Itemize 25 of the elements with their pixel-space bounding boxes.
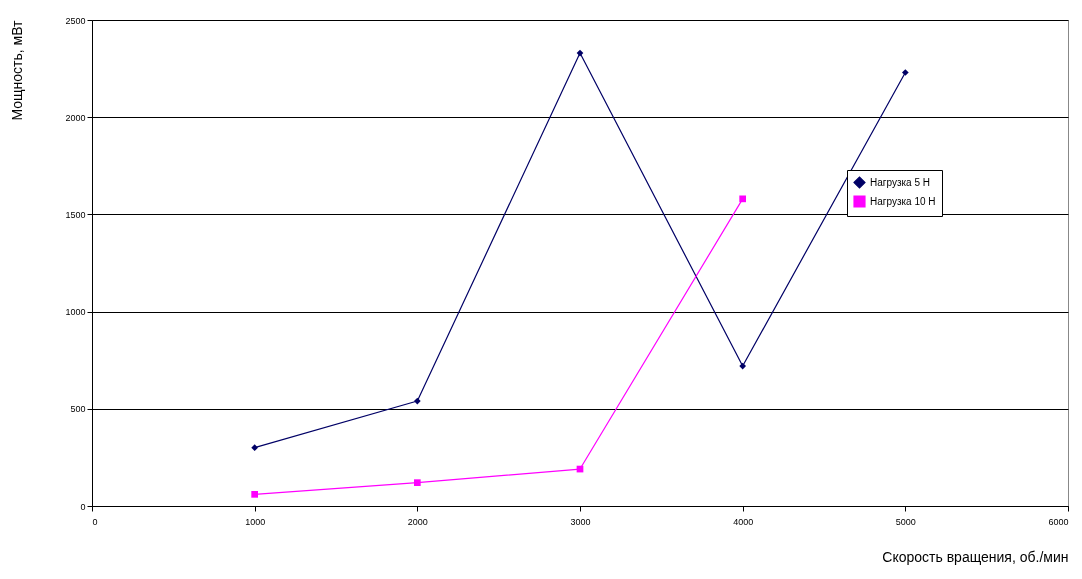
point (251, 444, 259, 452)
y-tick-label: 2000 (65, 112, 86, 123)
point (739, 195, 747, 203)
point (251, 490, 259, 498)
y-tick-label: 500 (70, 404, 86, 415)
point (413, 397, 421, 405)
x-tick-label: 1000 (245, 516, 266, 527)
x-tick-label: 4000 (733, 516, 754, 527)
x-tick-label: 3000 (570, 516, 591, 527)
legend-label: Нагрузка 5 Н (870, 176, 930, 188)
y-tick-label: 2500 (65, 15, 86, 26)
point (901, 69, 909, 76)
y-tick-label: 1500 (65, 209, 86, 220)
x-tick-label: 2000 (407, 516, 428, 527)
x-tick-label: 5000 (895, 516, 916, 527)
point (739, 362, 747, 370)
y-axis-title: Мощность, мВт (9, 19, 26, 121)
x-tick-label: 6000 (1048, 516, 1069, 527)
legend-label: Нагрузка 10 Н (870, 195, 936, 207)
x-tick-label: 0 (92, 516, 98, 527)
x-axis-title: Скорость вращения, об./мин (882, 548, 1069, 565)
y-tick-label: 0 (80, 501, 86, 512)
y-tick-label: 1000 (65, 307, 86, 318)
point (413, 479, 421, 487)
point (576, 49, 584, 57)
